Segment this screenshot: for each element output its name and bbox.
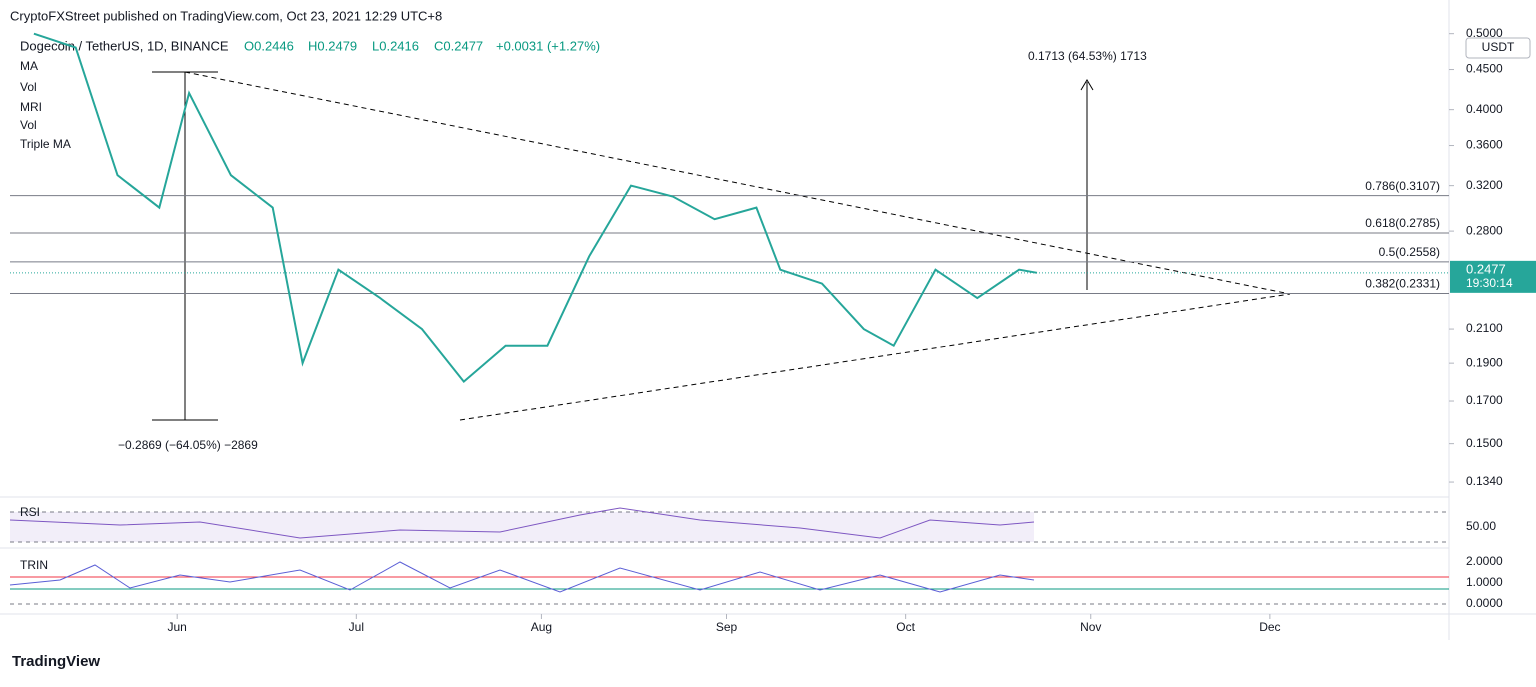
ohlc: C0.2477	[434, 38, 483, 53]
x-tick-label: Oct	[896, 620, 915, 634]
rsi-title: RSI	[20, 505, 40, 519]
indicator: MA	[20, 59, 38, 73]
currency[interactable]: USDT	[1482, 40, 1515, 54]
countdown: 19:30:14	[1466, 276, 1513, 290]
last-price: 0.2477	[1466, 261, 1506, 276]
x-tick-label: Jun	[168, 620, 187, 634]
x-tick-label: Nov	[1080, 620, 1101, 634]
fib-label: 0.618(0.2785)	[1365, 216, 1440, 230]
annotation: −0.2869 (−64.05%) −2869	[118, 438, 258, 452]
y-tick-label: 0.4500	[1466, 62, 1503, 76]
indicator: MRI	[20, 100, 42, 114]
currency-box[interactable]	[1465, 37, 1531, 59]
x-tick-label: Jul	[349, 620, 364, 634]
fib-label: 0.382(0.2331)	[1365, 277, 1440, 291]
change: +0.0031 (+1.27%)	[496, 38, 600, 53]
y-tick-label: 0.2100	[1466, 321, 1503, 335]
y-tick-label: 0.4000	[1466, 102, 1503, 116]
y-tick-label: 0.5000	[1466, 26, 1503, 40]
footer: TradingView	[12, 653, 100, 670]
y-tick-label: 0.1500	[1466, 436, 1503, 450]
ohlc: H0.2479	[308, 38, 357, 53]
arrow-head	[1080, 79, 1094, 91]
ohlc: O0.2446	[244, 38, 294, 53]
trendline	[459, 293, 1291, 421]
indicator: Vol	[20, 118, 37, 132]
symbol: Dogecoin / TetherUS, 1D, BINANCE	[20, 38, 229, 53]
x-tick-label: Aug	[531, 620, 552, 634]
x-tick-label: Sep	[716, 620, 738, 634]
trin-title: TRIN	[20, 558, 48, 572]
y-tick-label: 0.1900	[1466, 355, 1503, 369]
trin-tick: 0.0000	[1466, 596, 1503, 610]
indicator: Triple MA	[20, 137, 71, 151]
y-tick-label: 0.1700	[1466, 393, 1503, 407]
last-price-tag	[1450, 260, 1536, 293]
price-line	[33, 32, 1038, 384]
trin-line	[9, 561, 1035, 593]
fib-label: 0.786(0.3107)	[1365, 179, 1440, 193]
rsi-level: 50.00	[1466, 519, 1496, 533]
y-tick-label: 0.2800	[1466, 223, 1503, 237]
y-tick-label: 0.3600	[1466, 138, 1503, 152]
y-tick-label: 0.3200	[1466, 178, 1503, 192]
annotation: 0.1713 (64.53%) 1713	[1028, 49, 1147, 63]
trendline	[184, 71, 1291, 295]
fib-label: 0.5(0.2558)	[1379, 245, 1440, 259]
publisher: CryptoFXStreet published on TradingView.…	[10, 8, 442, 23]
x-tick-label: Dec	[1259, 620, 1280, 634]
ohlc: L0.2416	[372, 38, 419, 53]
trin-tick: 1.0000	[1466, 575, 1503, 589]
y-tick-label: 0.1340	[1466, 474, 1503, 488]
indicator: Vol	[20, 80, 37, 94]
trin-tick: 2.0000	[1466, 554, 1503, 568]
rsi-line	[9, 507, 1035, 539]
